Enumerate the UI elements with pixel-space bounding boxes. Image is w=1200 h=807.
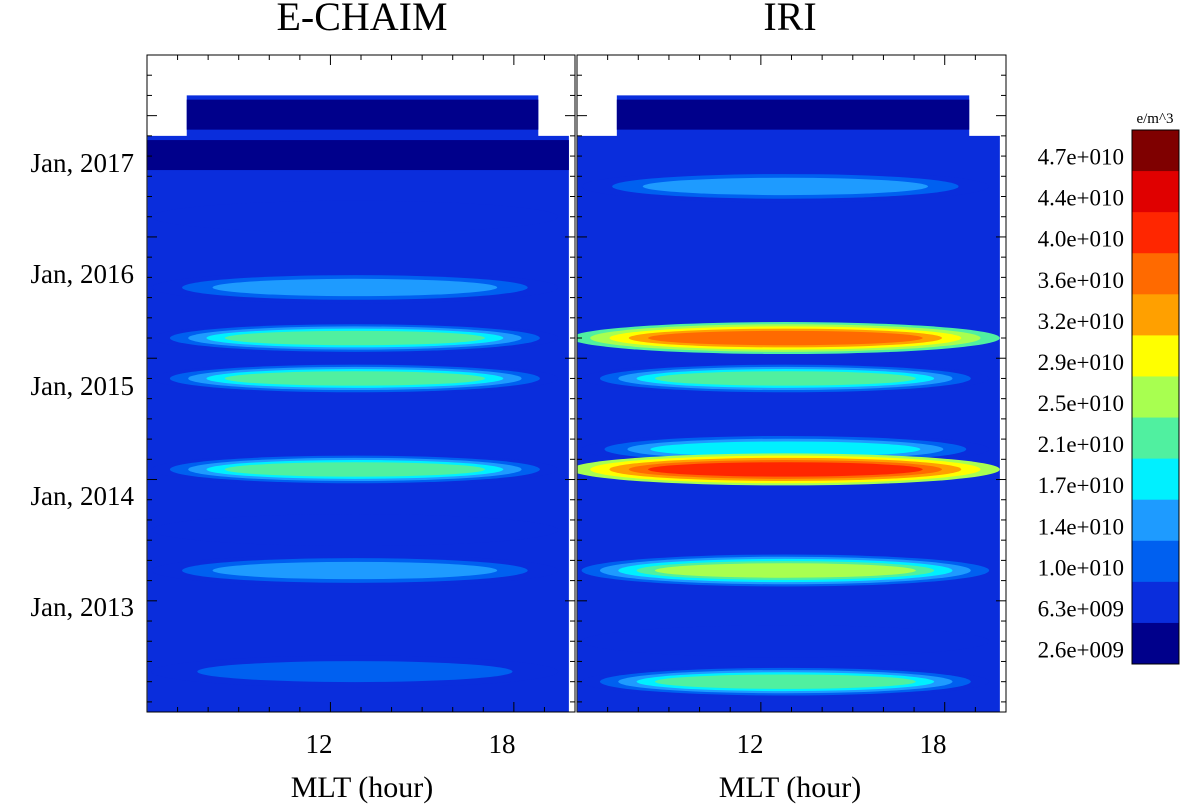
contour-region (224, 371, 485, 386)
contour-region (642, 177, 929, 196)
colorbar-swatch (1132, 376, 1179, 419)
colorbar-label: 4.7e+010 (1038, 145, 1124, 170)
colorbar-label: 2.5e+010 (1038, 391, 1124, 416)
colorbar-swatch (1132, 171, 1179, 213)
contour-region (648, 462, 923, 477)
contour-region (147, 99, 569, 130)
x-tick-label: 12 (306, 729, 333, 759)
colorbar-label: 2.1e+010 (1038, 432, 1124, 457)
plot-frame (576, 54, 1007, 713)
contour-region (151, 200, 559, 233)
colorbar-swatch (1132, 130, 1179, 172)
colorbar-swatch (1132, 499, 1179, 542)
colorbar-label: 3.6e+010 (1038, 268, 1124, 293)
colorbar-swatch (1132, 335, 1179, 377)
x-tick-label: 18 (920, 729, 947, 759)
contour-region (654, 674, 916, 689)
x-tick-label: 18 (489, 729, 516, 759)
contour-region (577, 99, 1000, 130)
colorbar: 4.7e+010 4.4e+010 4.0e+010 3.6e+010 3.2e+010… (1038, 129, 1180, 665)
contour-region (224, 330, 485, 346)
contour-region (212, 561, 498, 580)
plot-frame (146, 54, 576, 713)
y-tick-label: Jan, 2015 (31, 371, 135, 401)
contour-panel-iri (577, 95, 1000, 712)
colorbar-label: 4.0e+010 (1038, 227, 1124, 252)
y-tick-label: Jan, 2017 (31, 148, 135, 178)
x-tick-label: 12 (737, 729, 764, 759)
y-tick-label: Jan, 2014 (31, 481, 135, 511)
colorbar-swatch (1132, 417, 1179, 460)
colorbar-label: 2.9e+010 (1038, 350, 1124, 375)
colorbar-swatch (1132, 253, 1179, 295)
contour-region (654, 371, 916, 386)
y-tick-label: Jan, 2013 (31, 592, 135, 622)
contour-region (654, 563, 916, 578)
contour-region (650, 441, 921, 457)
contour-region (151, 514, 559, 547)
colorbar-label: 3.2e+010 (1038, 309, 1124, 334)
panel-title-echaim: E-CHAIM (276, 0, 447, 39)
colorbar-swatch (1132, 458, 1179, 501)
contour-region (147, 140, 569, 171)
contour-region (224, 462, 485, 477)
contour-region (197, 661, 513, 683)
colorbar-units: e/m^3 (1136, 111, 1173, 127)
colorbar-swatch (1132, 622, 1179, 665)
colorbar-label: 4.4e+010 (1038, 186, 1124, 211)
colorbar-label: 6.3e+009 (1038, 596, 1124, 621)
x-axis-label-iri: MLT (hour) (719, 771, 862, 804)
colorbar-label: 2.6e+009 (1038, 637, 1124, 662)
contour-panel-echaim (147, 95, 569, 712)
colorbar-swatch (1132, 212, 1179, 254)
contour-region (212, 278, 498, 297)
colorbar-label: 1.7e+010 (1038, 473, 1124, 498)
colorbar-label: 1.4e+010 (1038, 514, 1124, 539)
x-axis-label-echaim: MLT (hour) (291, 771, 434, 804)
colorbar-border (1131, 129, 1180, 665)
colorbar-label: 1.0e+010 (1038, 555, 1124, 580)
colorbar-swatch (1132, 294, 1179, 336)
contour-base (147, 95, 569, 712)
y-tick-label: Jan, 2016 (31, 259, 135, 289)
contour-region (581, 625, 990, 658)
contour-region (648, 330, 923, 346)
panel-title-iri: IRI (763, 0, 816, 39)
colorbar-swatch (1132, 540, 1179, 583)
colorbar-swatch (1132, 581, 1179, 624)
